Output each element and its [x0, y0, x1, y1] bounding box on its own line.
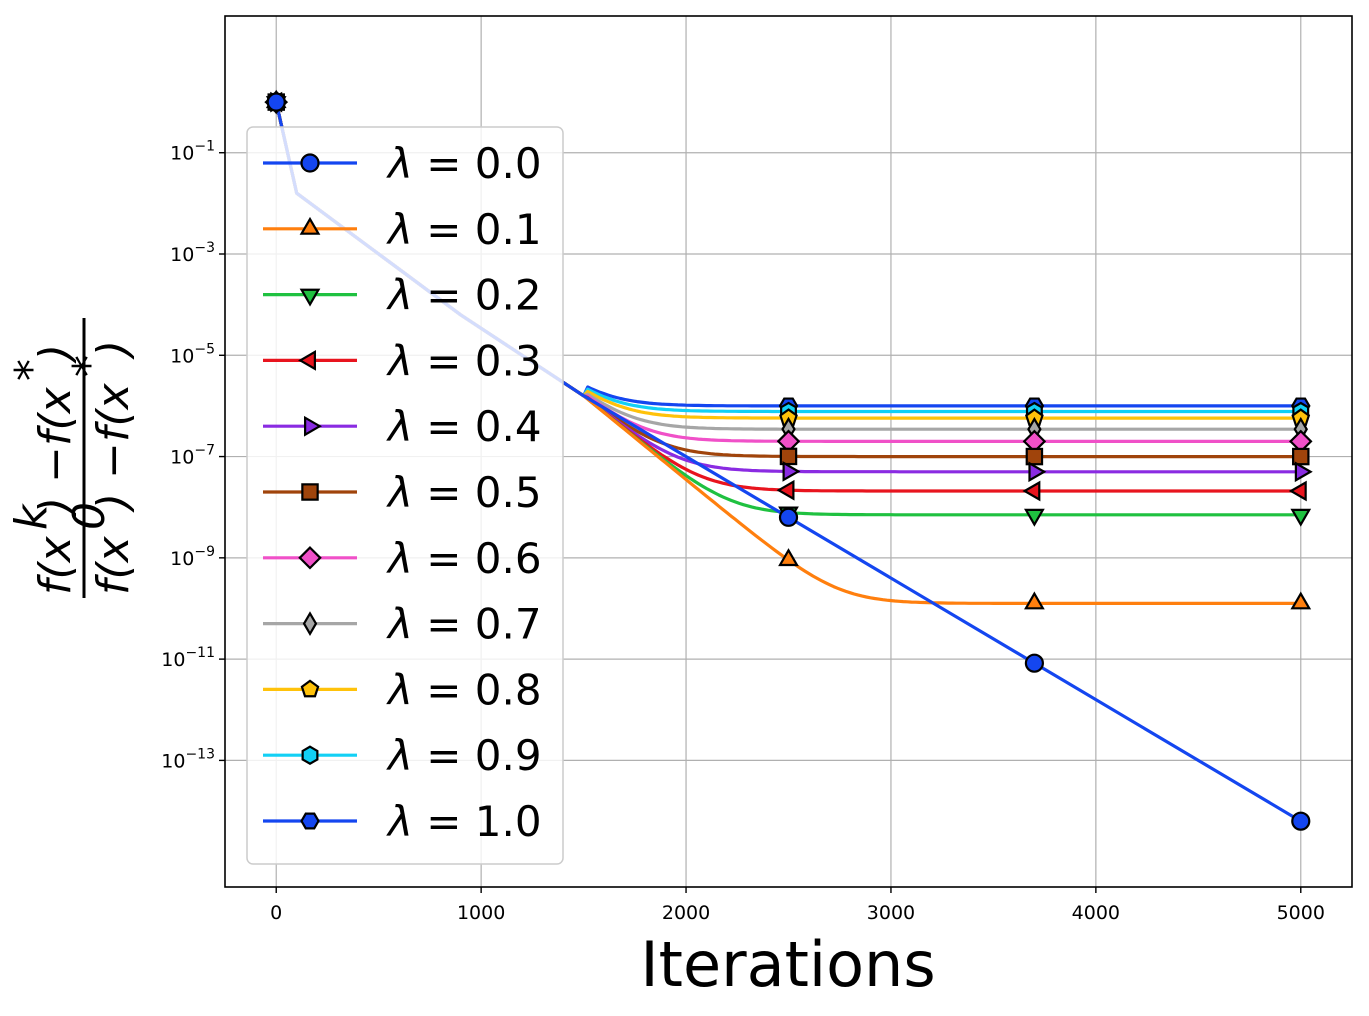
y-tick-label-6: 10−13 — [161, 746, 215, 772]
legend-marker-9 — [301, 745, 319, 765]
x-tick-label-0: 0 — [270, 902, 282, 924]
series-marker-0-1 — [778, 507, 799, 527]
series-line-8 — [274, 101, 1301, 420]
series-marker-0-0 — [266, 92, 286, 112]
series-line-6 — [274, 101, 1301, 443]
series-marker-5-3 — [1292, 447, 1310, 466]
y-tick-label-1: 10−3 — [170, 240, 215, 266]
y-label-denominator-part-3: f(x — [88, 382, 139, 442]
legend: λ = 0.0 λ = 0.1 λ = 0.2 λ = 0.3 λ = 0.4 λ = 0… — [246, 126, 564, 865]
series-marker-1-1 — [778, 548, 799, 567]
y-tick-label-5: 10−11 — [161, 645, 215, 671]
series-line-10 — [274, 101, 1301, 408]
y-label-denominator-part-2: ) − — [88, 442, 139, 513]
y-axis-label: f(x k ) − f(x * ) f(x 0 ) − f(x * ) — [6, 318, 139, 598]
series-marker-4-1 — [782, 461, 801, 482]
series-marker-3-2 — [1022, 480, 1041, 502]
series-line-7 — [274, 101, 1301, 431]
y-label-denominator-part-1: f(x — [88, 535, 139, 595]
legend-marker-7 — [302, 611, 318, 636]
y-axis-ticks: 10−1 10−3 10−5 10−7 10−9 10−11 10−13 — [161, 139, 225, 772]
legend-label-0: λ = 0.0 — [386, 139, 542, 188]
legend-label-2: λ = 0.2 — [386, 271, 542, 320]
legend-marker-8 — [300, 679, 320, 698]
legend-marker-5 — [301, 483, 319, 501]
legend-label-9: λ = 0.9 — [386, 731, 542, 780]
y-tick-label-3: 10−7 — [170, 443, 215, 469]
series-marker-2-3 — [1290, 508, 1312, 527]
x-tick-label-3: 3000 — [867, 902, 915, 924]
legend-marker-3 — [298, 350, 316, 371]
y-label-denominator-part-4: ) — [88, 340, 139, 360]
legend-marker-1 — [299, 216, 321, 235]
legend-marker-6 — [298, 546, 322, 570]
series-line-9 — [274, 101, 1301, 414]
series-line-2 — [274, 101, 1301, 517]
series-marker-0-3 — [1291, 811, 1311, 831]
y-label-numerator-sup-1: k — [6, 503, 57, 530]
x-tick-label-5: 5000 — [1277, 902, 1325, 924]
series-marker-1-2 — [1024, 591, 1045, 610]
series-marker-0-2 — [1024, 653, 1044, 673]
y-label-numerator-part-2: ) − — [30, 446, 81, 517]
y-tick-label-2: 10−5 — [170, 341, 215, 367]
legend-label-3: λ = 0.3 — [386, 336, 542, 385]
x-axis-ticks: 0 1000 2000 3000 4000 5000 — [270, 887, 1325, 924]
y-label-numerator-part-3: f(x — [30, 386, 81, 446]
y-tick-label-4: 10−9 — [170, 544, 215, 570]
y-label-numerator: f(x k ) − f(x * ) — [6, 344, 81, 595]
series-marker-2-2 — [1024, 508, 1045, 527]
y-label-denominator-sup-2: * — [64, 355, 115, 377]
legend-marker-2 — [299, 288, 321, 307]
y-label-numerator-part-1: f(x — [30, 535, 81, 595]
x-axis-label: Iterations — [640, 928, 935, 1001]
legend-label-10: λ = 1.0 — [386, 797, 542, 846]
series-marker-4-3 — [1294, 461, 1313, 483]
x-tick-label-2: 2000 — [662, 902, 710, 924]
legend-label-5: λ = 0.5 — [386, 468, 542, 517]
legend-label-1: λ = 0.1 — [386, 205, 542, 254]
legend-label-7: λ = 0.7 — [386, 600, 542, 649]
series-markers — [264, 89, 1313, 831]
series-marker-3-3 — [1288, 480, 1307, 502]
legend-marker-0 — [300, 153, 320, 173]
legend-box — [246, 126, 564, 865]
plot-frame — [224, 15, 1353, 888]
y-label-denominator-sup-1: 0 — [64, 502, 115, 530]
series-marker-1-3 — [1290, 591, 1312, 610]
legend-marker-4 — [304, 415, 322, 437]
series-marker-5-1 — [779, 447, 798, 466]
series-line-3 — [274, 101, 1301, 493]
legend-label-8: λ = 0.8 — [386, 665, 542, 714]
y-label-numerator-sup-2: * — [6, 359, 57, 381]
y-tick-label-0: 10−1 — [170, 139, 215, 165]
series-line-4 — [274, 101, 1301, 474]
x-tick-label-4: 4000 — [1072, 902, 1120, 924]
series-line-5 — [274, 101, 1301, 459]
y-label-numerator-part-4: ) — [30, 344, 81, 364]
x-tick-label-1: 1000 — [457, 902, 505, 924]
legend-label-6: λ = 0.6 — [386, 534, 542, 583]
series-marker-3-1 — [776, 479, 795, 501]
series-marker-5-2 — [1025, 447, 1044, 466]
legend-marker-10 — [300, 812, 320, 830]
series-marker-4-2 — [1028, 461, 1047, 483]
legend-label-4: λ = 0.4 — [386, 402, 542, 451]
y-label-denominator: f(x 0 ) − f(x * ) — [64, 340, 139, 595]
